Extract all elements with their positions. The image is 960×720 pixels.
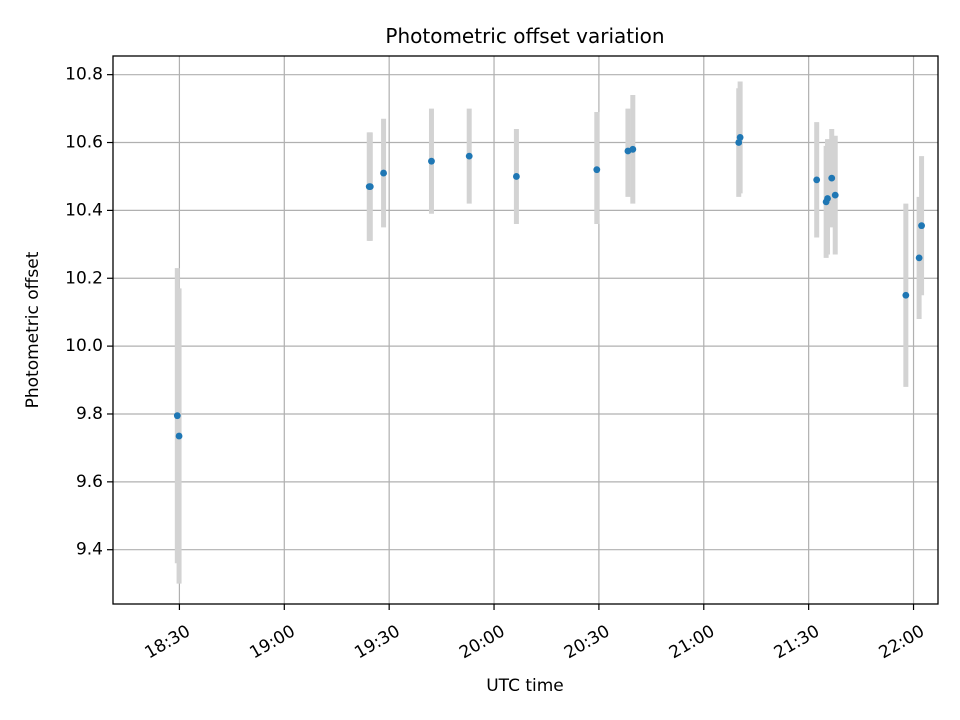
y-axis-label: Photometric offset (23, 251, 43, 408)
data-point (513, 173, 520, 180)
grid-lines (113, 56, 938, 604)
data-point (831, 191, 839, 199)
data-point (593, 166, 601, 174)
y-tick-label: 10.2 (65, 268, 103, 288)
data-point (735, 139, 743, 146)
y-tick-label: 9.8 (76, 404, 103, 424)
y-tick-label: 10.8 (65, 65, 103, 85)
y-tick-label: 10.4 (65, 200, 103, 220)
data-point (902, 291, 910, 299)
data-point (366, 183, 374, 191)
data-point (380, 169, 387, 177)
plot-area-frame (112, 55, 939, 605)
data-point (465, 152, 473, 160)
data-point (629, 145, 637, 153)
y-tick-label: 10.0 (65, 336, 103, 356)
data-point (824, 195, 831, 202)
data-point (813, 176, 821, 184)
data-point (175, 432, 183, 440)
chart-title: Photometric offset variation (385, 24, 664, 48)
data-point (736, 134, 744, 141)
data-point (173, 412, 181, 420)
y-axis-ticks: 9.4 9.6 9.8 10.0 10.2 10.4 10.6 10.8 (65, 65, 113, 560)
data-point (828, 174, 836, 182)
y-tick-label: 9.6 (76, 472, 103, 492)
y-tick-label: 10.6 (65, 133, 103, 153)
y-tick-label: 9.4 (76, 540, 103, 560)
data-point (428, 157, 435, 165)
data-point (915, 254, 923, 262)
data-points (173, 134, 925, 440)
data-point (918, 222, 925, 230)
x-axis-label: UTC time (486, 676, 564, 696)
